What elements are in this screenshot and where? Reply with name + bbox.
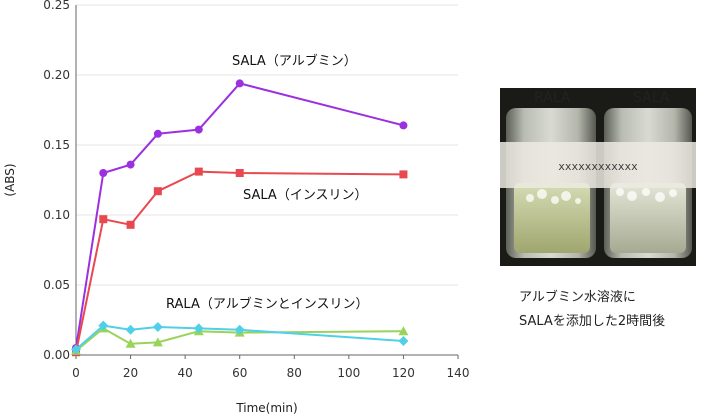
data-point-series-1 xyxy=(153,129,162,138)
y-tick-label: 0.05 xyxy=(43,278,70,292)
data-point-series-1 xyxy=(99,169,108,177)
y-tick-label: 0.20 xyxy=(43,68,70,82)
x-tick-label: 120 xyxy=(392,366,415,380)
chart-series xyxy=(71,79,409,357)
series-label-sala-albumin: SALA（アルブミン） xyxy=(232,53,357,69)
data-point-series-1 xyxy=(194,125,203,134)
data-point-series-4 xyxy=(193,323,204,334)
data-point-series-4 xyxy=(398,336,409,346)
photo-label-sala: SALA xyxy=(633,90,670,106)
x-axis-ticks: 0 20 40 60 80 100 120 140 xyxy=(72,366,469,380)
data-point-series-1 xyxy=(126,160,135,169)
bottle-photo: xxxxxxxxxxxx xyxy=(500,88,696,266)
data-point-series-3 xyxy=(398,326,409,336)
photo-label-rala: RALA xyxy=(534,90,571,106)
data-point-series-1 xyxy=(235,79,244,88)
photo-caption: アルブミン水溶液に SALAを添加した2時間後 xyxy=(519,286,665,334)
y-tick-label: 0.15 xyxy=(43,138,70,152)
data-point-series-3 xyxy=(152,337,163,347)
x-tick-label: 20 xyxy=(123,366,138,380)
chart-grid xyxy=(76,4,458,286)
caption-line-1: アルブミン水溶液に xyxy=(519,290,636,305)
y-axis-ticks: 0.00 0.05 0.10 0.15 0.20 0.25 xyxy=(43,0,70,362)
data-point-series-1 xyxy=(399,121,408,130)
y-tick-label: 0.10 xyxy=(43,208,70,222)
data-point-series-4 xyxy=(71,344,81,355)
x-tick-label: 40 xyxy=(178,366,193,380)
bottle-label-text: xxxxxxxxxxxx xyxy=(558,160,638,173)
annotation-rala: RALA（アルブミンとインスリン） xyxy=(166,296,368,312)
data-point-series-2 xyxy=(194,167,203,176)
series-label-sala-insulin: SALA（インスリン） xyxy=(243,188,368,203)
x-tick-label: 60 xyxy=(232,366,247,380)
data-point-series-4 xyxy=(152,322,163,332)
y-tick-label: 0.00 xyxy=(43,348,70,362)
line-chart: 0.00 0.05 0.10 0.15 0.20 0.25 0 20 40 60 80 100 120… xyxy=(3,0,469,415)
data-point-series-2 xyxy=(99,215,108,224)
x-tick-label: 0 xyxy=(72,366,80,380)
x-tick-label: 140 xyxy=(447,366,470,380)
data-point-series-4 xyxy=(234,324,245,335)
data-point-series-4 xyxy=(125,324,136,335)
y-tick-label: 0.25 xyxy=(43,0,70,12)
data-point-series-2 xyxy=(235,169,244,177)
data-point-series-2 xyxy=(153,187,162,196)
data-point-series-4 xyxy=(98,320,109,331)
x-tick-label: 80 xyxy=(287,366,302,380)
data-point-series-2 xyxy=(399,170,408,179)
y-axis-title: (ABS) xyxy=(3,163,17,196)
x-tick-label: 100 xyxy=(337,366,360,380)
data-point-series-2 xyxy=(126,220,135,229)
data-point-series-3 xyxy=(125,338,136,348)
caption-line-2: SALAを添加した2時間後 xyxy=(519,314,666,329)
x-axis-title: Time(min) xyxy=(235,401,297,415)
